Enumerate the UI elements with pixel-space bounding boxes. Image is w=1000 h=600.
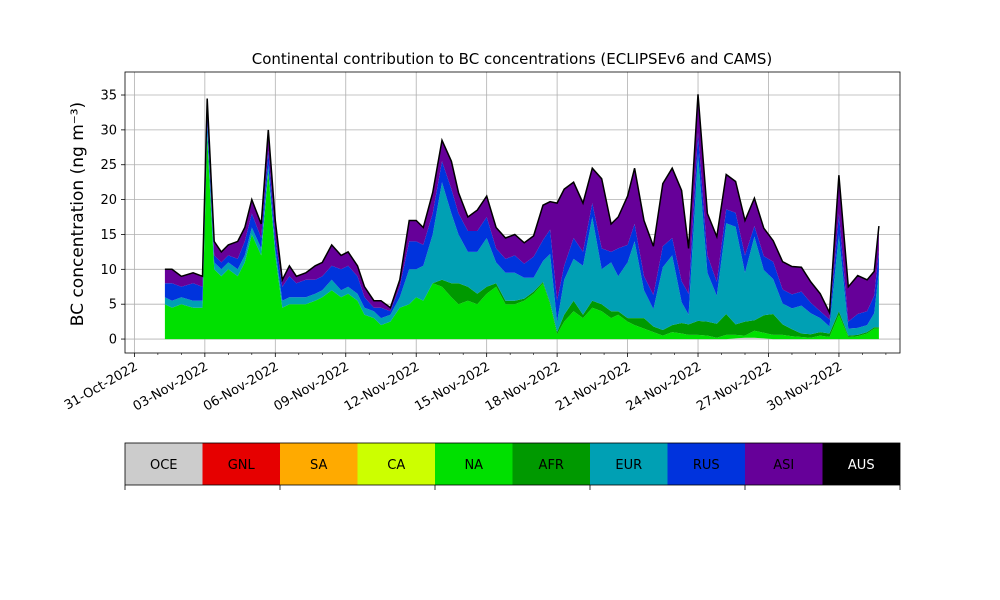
chart-title: Continental contribution to BC concentra… xyxy=(252,50,773,68)
y-tick-label: 5 xyxy=(109,298,117,313)
y-tick-label: 15 xyxy=(100,228,117,243)
series-area-rus xyxy=(164,115,879,329)
y-axis-label: BC concentration (ng m⁻³) xyxy=(68,102,88,326)
x-tick-label: 15-Nov-2022 xyxy=(412,359,492,414)
series-area-asi xyxy=(164,94,879,322)
x-tick-label: 06-Nov-2022 xyxy=(201,359,281,414)
series-total-line xyxy=(164,94,880,316)
x-tick-label: 27-Nov-2022 xyxy=(694,359,774,414)
legend-label-gnl: GNL xyxy=(228,458,256,473)
legend-label-afr: AFR xyxy=(539,458,564,473)
x-tick-label: 03-Nov-2022 xyxy=(131,359,211,414)
plot-frame xyxy=(124,71,901,354)
x-tick-label: 09-Nov-2022 xyxy=(271,359,351,414)
legend-swatch-eur xyxy=(590,443,668,485)
y-tick-label: 10 xyxy=(100,263,117,278)
legend-label-na: NA xyxy=(464,458,483,473)
legend-label-sa: SA xyxy=(310,458,327,473)
x-tick-label: 12-Nov-2022 xyxy=(342,359,422,414)
legend-swatch-afr xyxy=(512,443,590,485)
x-tick-label: 31-Oct-2022 xyxy=(62,359,140,413)
legend-swatch-na xyxy=(435,443,513,485)
x-tick-label: 30-Nov-2022 xyxy=(765,359,845,414)
legend-swatch-sa xyxy=(280,443,358,485)
x-tick-label: 21-Nov-2022 xyxy=(553,359,633,414)
legend-label-oce: OCE xyxy=(150,458,178,473)
series-area-eur xyxy=(164,126,879,336)
y-tick-label: 0 xyxy=(109,333,117,348)
y-tick-label: 30 xyxy=(100,123,117,138)
series-area-na xyxy=(164,136,879,340)
x-tick-label: 18-Nov-2022 xyxy=(483,359,563,414)
y-tick-label: 20 xyxy=(100,193,117,208)
legend-label-aus: AUS xyxy=(848,458,875,473)
x-tick-label: 24-Nov-2022 xyxy=(624,359,704,414)
legend: OCE GNL SA CA NA AFR EUR RUS ASI AUS xyxy=(124,442,901,490)
legend-swatch-rus xyxy=(667,443,745,485)
legend-swatch-gnl xyxy=(202,443,280,485)
legend-swatch-ca xyxy=(357,443,435,485)
y-tick-label: 35 xyxy=(100,89,117,104)
series-area-oce xyxy=(164,337,879,340)
legend-label-ca: CA xyxy=(387,458,405,473)
legend-swatch-asi xyxy=(745,443,823,485)
y-tick-label: 25 xyxy=(100,158,117,173)
area-layer xyxy=(164,94,880,340)
legend-swatch-oce xyxy=(125,443,203,485)
legend-label-eur: EUR xyxy=(615,458,642,473)
legend-label-asi: ASI xyxy=(773,458,794,473)
legend-label-rus: RUS xyxy=(693,458,720,473)
legend-frame xyxy=(124,442,901,486)
legend-swatch-aus xyxy=(822,443,900,485)
